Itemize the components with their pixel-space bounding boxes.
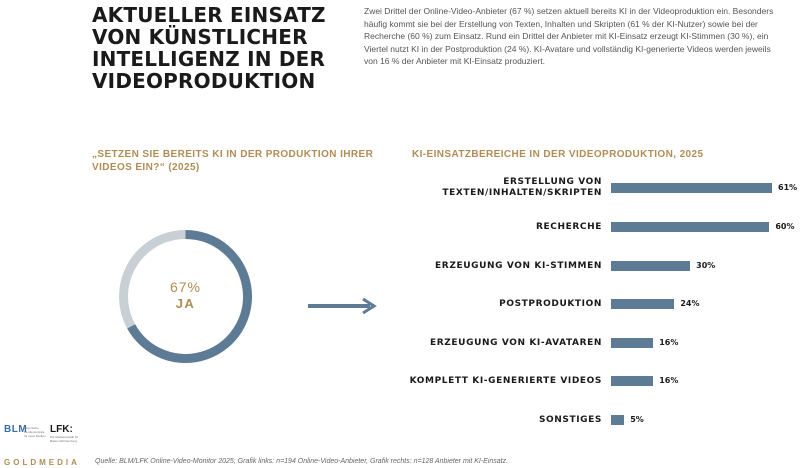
bar-value-label: 5% (630, 415, 644, 424)
bar-value-label: 16% (659, 338, 679, 347)
donut-label: JA (175, 296, 196, 311)
bar (611, 376, 654, 386)
bar-value-label: 61% (778, 183, 798, 192)
page-title: AKTUELLER EINSATZ VON KÜNSTLICHER INTELL… (92, 3, 326, 93)
bar (611, 222, 770, 232)
source-note: Quelle: BLM/LFK Online-Video-Monitor 202… (95, 458, 509, 465)
bar-value-label: 16% (659, 376, 679, 385)
bar-value-label: 24% (680, 299, 700, 308)
bar-category-label: SONSTIGES (538, 414, 602, 425)
bar (611, 338, 654, 348)
arrow-right-icon (308, 297, 377, 315)
goldmedia-logo: GOLDMEDIA (4, 458, 80, 467)
blm-logo: BLM (4, 424, 28, 435)
bar-category-label: POSTPRODUKTION (499, 298, 602, 309)
bar-category-label: RECHERCHE (536, 221, 602, 232)
bar-category-label: ERSTELLUNG VON TEXTEN/INHALTEN/SKRIPTEN (442, 177, 602, 198)
bar (611, 415, 625, 425)
bar-category-label: KOMPLETT KI-GENERIERTE VIDEOS (409, 375, 602, 386)
lfk-logo: LFK: (50, 424, 73, 435)
bar-chart-subtitle: KI-EINSATZBEREICHE IN DER VIDEOPRODUKTIO… (412, 149, 704, 160)
bar (611, 299, 675, 309)
bar (611, 183, 772, 193)
donut-chart (119, 230, 252, 363)
bar-category-label: ERZEUGUNG VON KI-AVATAREN (430, 337, 602, 348)
blm-logo-subtext: Bayerische Landeszentrale für neue Medie… (24, 426, 46, 438)
bar-value-label: 60% (775, 222, 795, 231)
bar-value-label: 30% (696, 261, 716, 270)
donut-value: 67% (169, 279, 202, 295)
donut-arc-ja (127, 230, 252, 363)
bar-category-label: ERZEUGUNG VON KI-STIMMEN (435, 260, 602, 271)
lfk-logo-subtext: Die Medienanstalt für Baden-Württemberg (50, 435, 79, 443)
intro-text: Zwei Drittel der Online-Video-Anbieter (… (364, 6, 774, 66)
donut-subtitle: „SETZEN SIE BEREITS KI IN DER PRODUKTION… (92, 149, 374, 173)
bar (611, 261, 691, 271)
